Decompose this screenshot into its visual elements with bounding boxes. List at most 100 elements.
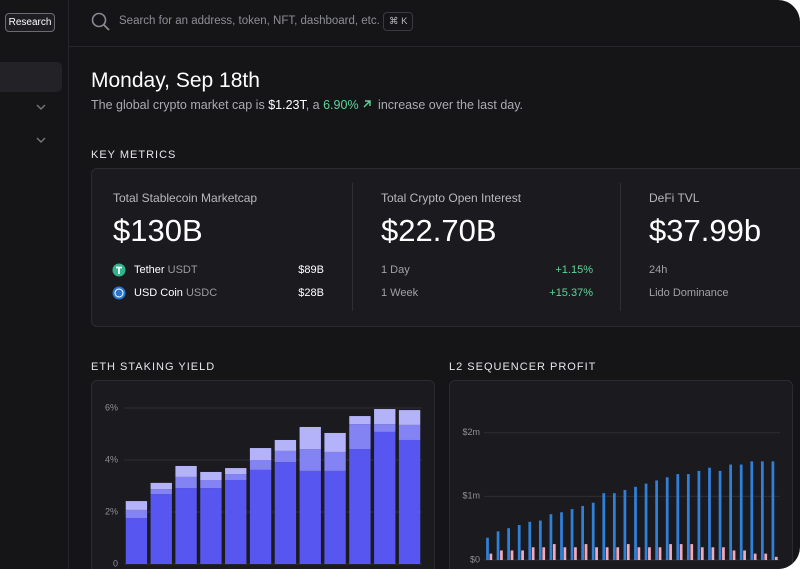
bar xyxy=(676,474,680,560)
token-amount: $89B xyxy=(298,264,324,276)
bar-segment xyxy=(274,439,297,451)
sidebar: Research xyxy=(0,0,69,569)
ticker: USDT xyxy=(167,264,198,276)
bar xyxy=(605,547,609,560)
bar xyxy=(771,461,775,560)
y-tick-label: $2m xyxy=(462,427,480,437)
nav-item-active[interactable] xyxy=(0,62,62,92)
bar-segment xyxy=(299,470,321,564)
top-bar: Search for an address, token, NFT, dashb… xyxy=(69,0,800,47)
bar xyxy=(679,544,683,560)
chevron[interactable] xyxy=(35,135,47,145)
bar xyxy=(764,553,768,560)
bar xyxy=(602,493,606,560)
bar-segment xyxy=(225,474,247,481)
bar xyxy=(584,544,588,560)
y-tick-label: 0 xyxy=(113,558,118,568)
shortcut-hint: ⌘ K xyxy=(383,12,414,31)
up-arrow xyxy=(363,100,371,108)
bar xyxy=(686,474,690,560)
bar-segment xyxy=(349,424,371,450)
research-button[interactable]: Research xyxy=(5,13,55,32)
bar xyxy=(500,550,503,560)
bar xyxy=(552,544,556,560)
bar xyxy=(549,514,553,560)
metric-label: DeFi TVL xyxy=(649,191,700,205)
divider xyxy=(352,183,353,311)
y-tick-label: 4% xyxy=(105,454,118,464)
y-tick-label: 2% xyxy=(105,506,118,516)
name: USD Coin xyxy=(134,287,183,299)
bar-segment xyxy=(200,480,222,489)
bar-segment xyxy=(150,489,172,495)
text: The global crypto market cap is xyxy=(91,98,265,112)
bar-segment xyxy=(274,450,297,463)
token-name: Tether USDT xyxy=(134,264,198,276)
search-icon[interactable] xyxy=(91,12,111,32)
bar-segment xyxy=(299,449,321,471)
change: +15.37% xyxy=(549,287,593,299)
y-tick-label: $0 xyxy=(470,554,480,564)
bar xyxy=(542,547,546,560)
bar-segment xyxy=(175,488,197,564)
bar xyxy=(722,547,725,560)
bar xyxy=(743,550,746,560)
bar xyxy=(581,505,585,560)
metrics-card: Total Stablecoin Marketcap $130B Tether … xyxy=(91,168,800,327)
text: , a xyxy=(305,98,320,112)
bar xyxy=(729,464,733,560)
bar xyxy=(637,547,641,560)
bar xyxy=(644,483,648,560)
bar-segment xyxy=(349,416,371,425)
bar xyxy=(665,477,669,560)
bar-segment xyxy=(175,476,197,489)
bar xyxy=(690,544,694,560)
bar xyxy=(616,547,620,560)
metric-label: Total Crypto Open Interest xyxy=(381,191,522,205)
token-name: USD Coin USDC xyxy=(134,287,217,299)
bar-segment xyxy=(225,468,247,475)
bar xyxy=(612,493,616,560)
bar xyxy=(626,544,630,560)
bar-segment xyxy=(125,509,148,518)
bar xyxy=(623,490,627,560)
bar xyxy=(658,547,662,560)
bar-segment xyxy=(274,462,297,564)
change: 6.90% xyxy=(323,98,359,112)
bar-segment xyxy=(249,448,272,460)
bar-segment xyxy=(374,424,396,432)
bar xyxy=(531,547,535,560)
bar-segment xyxy=(175,465,197,477)
search-input[interactable]: Search for an address, token, NFT, dashb… xyxy=(119,15,380,27)
bar xyxy=(753,553,757,560)
bar xyxy=(574,547,577,560)
y-tick-label: $1m xyxy=(462,491,480,501)
metric-value: $130B xyxy=(113,213,203,248)
period: 1 Day xyxy=(381,264,410,276)
bar xyxy=(507,528,511,560)
period: 1 Week xyxy=(381,287,419,299)
bar-segment xyxy=(249,469,272,564)
chart-title: ETH STAKING YIELD xyxy=(91,361,216,373)
chart-panel xyxy=(449,380,793,569)
y-tick-label: 6% xyxy=(105,402,118,412)
metric-label: Total Stablecoin Marketcap xyxy=(113,191,258,205)
bar xyxy=(521,550,524,560)
period: Lido Dominance xyxy=(649,287,729,299)
bar-segment xyxy=(324,432,346,452)
name: Tether xyxy=(134,264,165,276)
bar xyxy=(697,470,701,560)
bar-segment xyxy=(125,517,148,564)
bar xyxy=(700,547,704,560)
bar xyxy=(718,470,722,560)
chevron[interactable] xyxy=(35,102,47,112)
market-cap: $1.23T xyxy=(268,98,306,112)
bar xyxy=(538,520,542,560)
page-title: Monday, Sep 18th xyxy=(91,69,260,92)
bar xyxy=(774,556,778,560)
bar xyxy=(570,509,574,560)
bar xyxy=(669,544,672,560)
chart-title: L2 SEQUENCER PROFIT xyxy=(449,361,597,373)
bar-segment xyxy=(349,449,371,564)
